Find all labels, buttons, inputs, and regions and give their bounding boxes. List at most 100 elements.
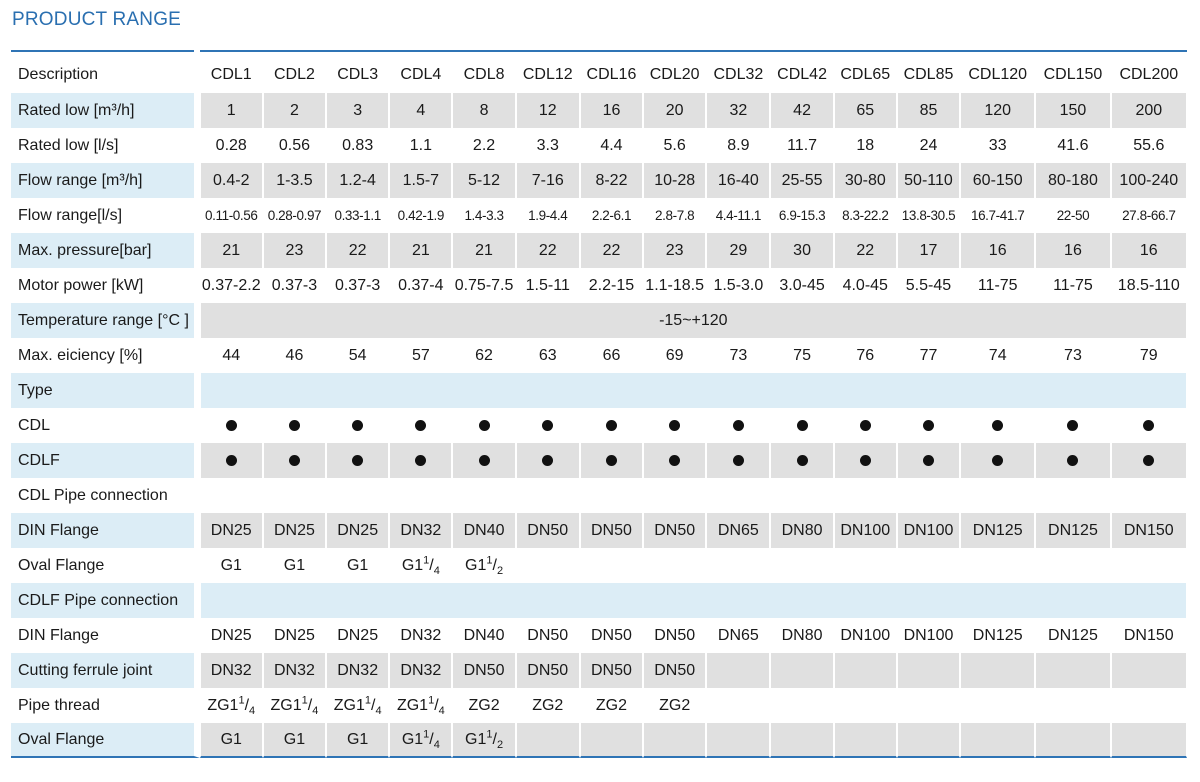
bullet-icon <box>478 419 490 431</box>
max-pressure-cell: 21 <box>452 233 516 268</box>
cutting-ferrule-cell: DN50 <box>579 653 644 688</box>
cutting-ferrule-cell <box>706 653 771 688</box>
rated-low-ls-cell: 3.3 <box>515 128 580 163</box>
cdl-oval-flange-cell <box>1110 548 1187 583</box>
cdl-oval-flange-cell <box>515 548 580 583</box>
cdl-oval-flange-row: Oval Flange G1 G1 G1 G11/4 G11/2 <box>11 548 1187 583</box>
rated-low-ls-cell: 24 <box>896 128 961 163</box>
cdlf-oval-flange-row: Oval Flange G1 G1 G1 G11/4 G11/2 <box>11 723 1187 758</box>
pipe-thread-cell <box>833 688 897 723</box>
flow-range-m3h-row: Flow range [m³/h] 0.4-2 1-3.5 1.2-4 1.5-7 5-1… <box>11 163 1187 198</box>
bullet-icon <box>225 419 237 431</box>
cutting-ferrule-cell <box>833 653 897 688</box>
motor-power-cell: 4.0-45 <box>833 268 897 303</box>
cdl-pipe-connection-cell <box>1035 478 1111 513</box>
bullet-icon <box>992 454 1004 466</box>
model-header: CDL3 <box>326 56 390 93</box>
rated-low-m3h-cell: 150 <box>1035 93 1111 128</box>
pipe-thread-cell <box>770 688 834 723</box>
max-efficiency-cell: 62 <box>452 338 516 373</box>
cdl-oval-flange-cell <box>896 548 961 583</box>
availability-cell <box>452 408 516 443</box>
flow-range-ls-cell: 0.11-0.56 <box>199 198 263 233</box>
bullet-icon <box>732 454 744 466</box>
max-efficiency-cell: 54 <box>326 338 390 373</box>
rated-low-m3h-cell: 200 <box>1110 93 1187 128</box>
availability-cell <box>833 443 897 478</box>
cdl-oval-flange-cell <box>706 548 771 583</box>
availability-cell <box>199 408 263 443</box>
rated-low-ls-cell: 2.2 <box>452 128 516 163</box>
bullet-icon <box>225 454 237 466</box>
bullet-icon <box>288 454 300 466</box>
cdl-pipe-connection-cell <box>262 478 327 513</box>
cdl-din-flange-cell: DN40 <box>452 513 516 548</box>
max-efficiency-row: Max. eiciency [%] 44 46 54 57 62 63 66 69 73 75 76 7… <box>11 338 1187 373</box>
motor-power-label: Motor power [kW] <box>11 268 200 303</box>
type-row: Type <box>11 373 1187 408</box>
cdlf-oval-flange-cell <box>1110 723 1187 758</box>
max-efficiency-cell: 44 <box>199 338 263 373</box>
cdlf-din-flange-cell: DN65 <box>706 618 771 653</box>
rated-low-m3h-cell: 65 <box>833 93 897 128</box>
cdl-din-flange-cell: DN125 <box>960 513 1036 548</box>
pipe-thread-cell <box>960 688 1036 723</box>
cdlf-oval-flange-cell <box>515 723 580 758</box>
title-rule-left <box>11 50 194 52</box>
model-header: CDL200 <box>1110 56 1187 93</box>
pipe-thread-cell <box>1110 688 1187 723</box>
motor-power-cell: 2.2-15 <box>579 268 644 303</box>
max-efficiency-cell: 77 <box>896 338 961 373</box>
cutting-ferrule-cell: DN32 <box>262 653 327 688</box>
cdlf-din-flange-cell: DN25 <box>199 618 263 653</box>
cdlf-oval-flange-cell: G11/4 <box>389 723 453 758</box>
flow-range-ls-cell: 13.8-30.5 <box>896 198 961 233</box>
flow-range-ls-label: Flow range[l/s] <box>11 198 200 233</box>
bullet-icon <box>415 419 427 431</box>
cutting-ferrule-cell: DN50 <box>643 653 707 688</box>
motor-power-cell: 1.1-18.5 <box>643 268 707 303</box>
bullet-icon <box>732 419 744 431</box>
cdlf-oval-flange-cell <box>579 723 644 758</box>
cdl-pipe-connection-cell <box>770 478 834 513</box>
bullet-icon <box>1067 454 1079 466</box>
model-header: CDL42 <box>770 56 834 93</box>
cdl-pipe-connection-cell <box>452 478 516 513</box>
pipe-thread-cell: ZG2 <box>452 688 516 723</box>
flow-range-m3h-cell: 5-12 <box>452 163 516 198</box>
cutting-ferrule-cell <box>896 653 961 688</box>
cutting-ferrule-cell: DN50 <box>515 653 580 688</box>
max-pressure-cell: 23 <box>643 233 707 268</box>
rated-low-m3h-cell: 4 <box>389 93 453 128</box>
bullet-icon <box>992 419 1004 431</box>
cdl-type-row: CDL <box>11 408 1187 443</box>
cdl-oval-flange-cell <box>960 548 1036 583</box>
header-row: Description CDL1 CDL2 CDL3 CDL4 CDL8 CDL12 CDL1… <box>11 56 1187 93</box>
motor-power-cell: 0.37-4 <box>389 268 453 303</box>
availability-cell <box>262 443 327 478</box>
type-filler <box>199 373 1187 408</box>
bullet-icon <box>859 454 871 466</box>
max-efficiency-label: Max. eiciency [%] <box>11 338 200 373</box>
cdl-pipe-connection-cell <box>896 478 961 513</box>
availability-cell <box>960 408 1036 443</box>
rated-low-m3h-cell: 20 <box>643 93 707 128</box>
cdlf-din-flange-cell: DN50 <box>643 618 707 653</box>
max-pressure-cell: 16 <box>960 233 1036 268</box>
type-label: Type <box>11 373 200 408</box>
cdlf-oval-flange-cell <box>1035 723 1111 758</box>
cdlf-type-row: CDLF <box>11 443 1187 478</box>
cdlf-din-flange-cell: DN50 <box>515 618 580 653</box>
cutting-ferrule-cell <box>1035 653 1111 688</box>
cdl-pipe-connection-row: CDL Pipe connection <box>11 478 1187 513</box>
cdlf-din-flange-row: DIN Flange DN25 DN25 DN25 DN32 DN40 DN50 DN50 DN… <box>11 618 1187 653</box>
availability-cell <box>706 443 771 478</box>
rated-low-m3h-cell: 8 <box>452 93 516 128</box>
cdlf-din-flange-cell: DN150 <box>1110 618 1187 653</box>
cdl-din-flange-cell: DN25 <box>326 513 390 548</box>
cdl-pipe-connection-cell <box>643 478 707 513</box>
availability-cell <box>1035 408 1111 443</box>
cutting-ferrule-cell: DN32 <box>199 653 263 688</box>
model-header: CDL16 <box>579 56 644 93</box>
cdl-pipe-connection-cell <box>326 478 390 513</box>
